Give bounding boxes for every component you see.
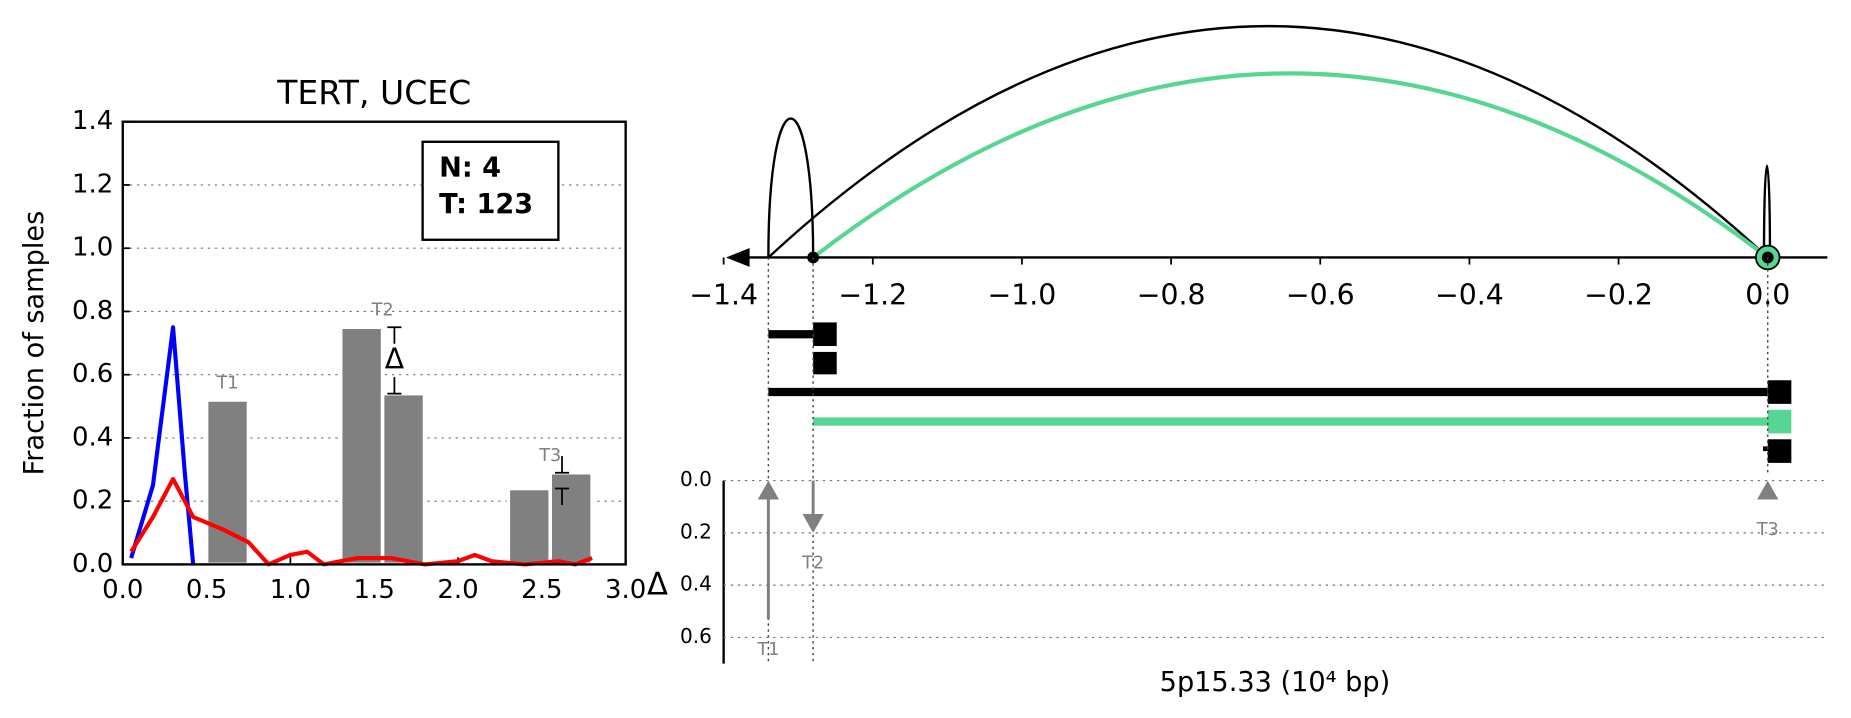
y-tick-label: 0.2 (72, 486, 113, 516)
x-tick-label: −1.0 (988, 278, 1057, 311)
x-tick-label: −0.2 (1584, 278, 1653, 311)
plot-frame (121, 120, 627, 566)
annotation-box (421, 140, 560, 241)
y-tick-label: 1.2 (72, 169, 113, 199)
x-tick-label: 0.5 (186, 575, 227, 605)
y-tick-label: 0.6 (680, 624, 712, 648)
y-tick-label: 0.6 (72, 359, 113, 389)
arrow-label: T3 (1756, 520, 1779, 540)
x-axis-label: 5p15.33 (10⁴ bp) (1160, 667, 1391, 698)
delta-bracket (387, 326, 402, 395)
x-tick-label: 2.0 (437, 575, 478, 605)
y-tick-label: 1.0 (72, 233, 113, 263)
arc (767, 117, 815, 258)
delta-arrow (1757, 480, 1779, 500)
x-tick-label: 3.0 (605, 575, 646, 605)
track-end-extra (813, 351, 837, 375)
track-end (1767, 409, 1792, 434)
arrow-label: T2 (801, 554, 824, 574)
annotation-text: T: 123 (439, 189, 533, 220)
delta-arrow (757, 480, 780, 620)
bar (380, 391, 427, 567)
bar (506, 486, 552, 567)
axis-arrow (725, 248, 750, 267)
delta-bracket (554, 456, 570, 506)
bar-group-label: T2 (371, 301, 394, 321)
x-tick-label: −0.8 (1137, 278, 1206, 311)
y-tick-label: 0.8 (72, 296, 113, 326)
x-tick-label: −1.4 (689, 278, 758, 311)
arc (767, 24, 1769, 259)
track-end (1767, 380, 1792, 404)
y-axis-label: Δ (647, 568, 668, 603)
delta-label: Δ (385, 342, 405, 375)
arrow-label: T1 (756, 640, 779, 660)
y-tick-label: 0.4 (680, 572, 712, 596)
track-end (813, 322, 837, 347)
x-tick-label: 0.0 (102, 575, 143, 605)
arrow-head (757, 480, 780, 500)
arc (811, 71, 1769, 260)
delta-arrow (802, 480, 824, 533)
x-tick-label: 1.0 (270, 575, 311, 605)
x-tick-label: 2.5 (521, 575, 562, 605)
bar (548, 470, 594, 567)
y-tick-label: 0.0 (72, 549, 113, 579)
annotation-text: N: 4 (439, 152, 501, 183)
arrow-head (1757, 480, 1779, 500)
y-axis-label: Fraction of samples (19, 211, 50, 476)
y-tick-label: 1.4 (72, 106, 113, 136)
x-tick-label: −0.4 (1435, 278, 1504, 311)
bar-group-label: T1 (216, 373, 239, 393)
bar-group-label: T3 (538, 446, 561, 466)
x-tick-label: −0.6 (1286, 278, 1355, 311)
y-tick-label: 0.2 (680, 519, 712, 543)
arc (1762, 164, 1772, 258)
chart-title: TERT, UCEC (276, 73, 471, 112)
y-tick-label: 0.4 (72, 422, 113, 452)
arrow-head (802, 513, 824, 533)
x-tick-label: −1.2 (838, 278, 907, 311)
x-tick-label: 1.5 (354, 575, 395, 605)
track-end-extra (1767, 439, 1792, 463)
bar (338, 325, 385, 567)
y-tick-label: 0.0 (680, 467, 712, 491)
